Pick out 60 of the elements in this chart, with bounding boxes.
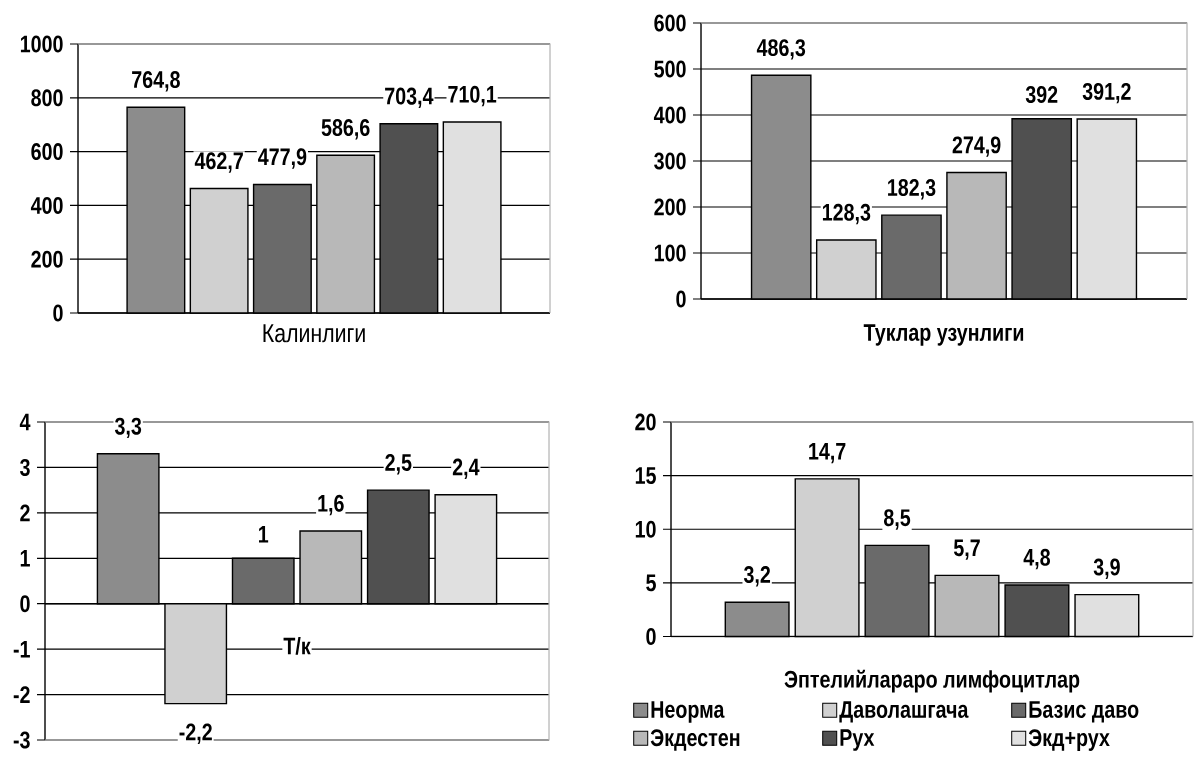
y-tick-label: 400 [30,196,63,214]
y-tick-label: -1 [13,640,30,658]
x-axis-title: Туклар узунлиги [863,324,1024,346]
data-label: 764,8 [132,71,180,92]
y-tick-label: -2 [13,686,30,703]
data-label: 710,1 [448,85,497,107]
y-tick-label: -3 [13,731,30,749]
data-label: 391,2 [1082,82,1131,104]
data-label: 1 [259,526,269,543]
data-label: 1,6 [318,494,344,516]
y-tick-label: 300 [654,152,686,170]
data-label: 2,4 [452,458,480,479]
data-label: 274,9 [952,136,1001,157]
data-label: 182,3 [888,178,936,200]
x-tick-label: Эптелийлараро лимфоцитлар [784,669,1080,693]
data-label: -2,2 [179,723,212,744]
data-label: 586,6 [321,119,370,140]
x-tick-label: Т/к [283,636,311,655]
x-axis-title: Калинлиги [263,324,365,343]
y-tick-label: 600 [31,143,63,161]
y-tick-label: 500 [654,60,686,78]
data-label: 392 [1025,85,1058,103]
data-label: 128,3 [822,203,871,225]
y-tick-label: 0 [53,304,63,322]
y-tick-label: 800 [31,89,63,107]
y-tick-label: 10 [635,520,656,538]
data-label: 486,3 [756,39,806,60]
legend-label: Рух [840,729,875,751]
legend-label: Экдестен [650,729,740,751]
y-tick-label: 5 [646,574,656,592]
data-label: 3,9 [1093,558,1120,579]
y-tick-label: 15 [635,467,656,484]
y-tick-label: 20 [635,413,656,431]
legend-label: Даволашгача [839,701,969,723]
y-tick-label: 1 [20,550,30,567]
data-label: 8,5 [883,509,911,530]
y-tick-label: 0 [646,628,656,645]
data-label: 5,7 [953,539,980,560]
y-tick-label: 200 [654,198,686,216]
y-tick-label: 0 [20,595,30,613]
y-tick-label: 200 [31,250,63,268]
data-label: 3,3 [114,417,142,439]
data-label: 4,8 [1023,548,1050,570]
data-label: 3,2 [743,566,771,587]
data-label: 477,9 [258,148,307,169]
y-tick-label: 400 [653,106,686,124]
y-tick-label: 600 [654,14,686,32]
y-tick-label: 1000 [20,35,63,53]
y-tick-label: 3 [19,458,30,476]
data-label: 2,5 [385,453,412,475]
y-tick-label: 4 [19,413,31,431]
legend-label: Базис даво [1029,701,1139,723]
data-label: 462,7 [194,152,243,173]
data-label: 14,7 [809,442,846,464]
legend-label: Экд+рух [1028,729,1110,751]
legend-label: Неорма [651,701,725,723]
y-tick-label: 0 [676,290,686,308]
data-label: 703,4 [385,87,434,109]
y-tick-label: 2 [20,504,30,522]
y-tick-label: 100 [654,244,686,262]
